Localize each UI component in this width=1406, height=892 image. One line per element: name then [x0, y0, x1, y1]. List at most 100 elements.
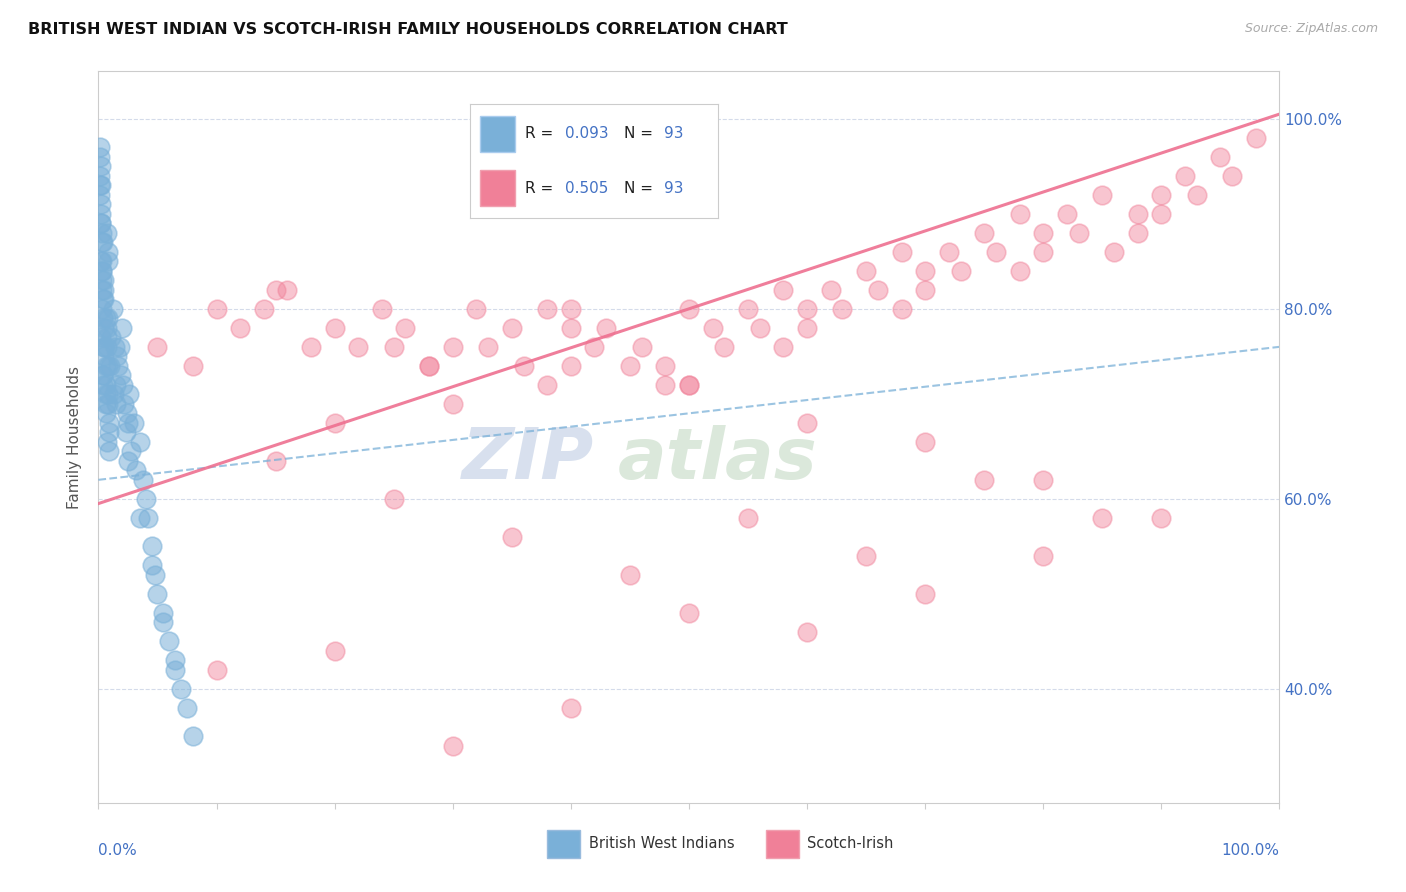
Point — [560, 301, 582, 316]
Point — [91, 311, 114, 326]
Point — [323, 416, 346, 430]
Point — [299, 340, 322, 354]
Point — [1091, 511, 1114, 525]
Point — [96, 340, 118, 354]
Point — [418, 359, 440, 373]
Text: British West Indians: British West Indians — [589, 837, 734, 851]
Point — [1008, 264, 1031, 278]
Point — [831, 301, 853, 316]
Point — [713, 340, 735, 354]
Point — [91, 301, 114, 316]
Point — [181, 359, 204, 373]
Point — [97, 311, 120, 326]
Point — [796, 321, 818, 335]
Point — [264, 454, 287, 468]
Point — [866, 283, 889, 297]
Point — [93, 283, 115, 297]
Point — [949, 264, 972, 278]
Point — [465, 301, 488, 316]
Point — [97, 359, 120, 373]
Point — [441, 739, 464, 753]
Point — [91, 226, 114, 240]
Point — [394, 321, 416, 335]
Point — [1150, 207, 1173, 221]
Point — [90, 216, 112, 230]
Point — [772, 283, 794, 297]
Point — [1174, 169, 1197, 183]
Point — [94, 397, 117, 411]
Point — [560, 321, 582, 335]
Point — [796, 416, 818, 430]
Point — [98, 425, 121, 440]
Point — [1126, 207, 1149, 221]
Point — [382, 491, 405, 506]
Point — [91, 293, 114, 307]
Point — [128, 511, 150, 525]
Point — [205, 663, 228, 677]
Point — [157, 634, 180, 648]
Point — [117, 454, 139, 468]
Point — [96, 321, 118, 335]
Point — [501, 530, 523, 544]
Point — [441, 397, 464, 411]
Point — [229, 321, 252, 335]
Point — [146, 587, 169, 601]
Point — [890, 244, 912, 259]
Point — [94, 387, 117, 401]
Point — [654, 377, 676, 392]
Point — [855, 264, 877, 278]
Point — [536, 301, 558, 316]
Point — [89, 140, 111, 154]
Point — [89, 178, 111, 193]
Point — [938, 244, 960, 259]
Point — [441, 340, 464, 354]
Point — [94, 359, 117, 373]
Point — [107, 359, 129, 373]
Point — [820, 283, 842, 297]
Point — [973, 473, 995, 487]
Point — [136, 511, 159, 525]
Point — [90, 178, 112, 193]
Bar — [547, 830, 581, 858]
Point — [890, 301, 912, 316]
Point — [91, 235, 114, 250]
Point — [748, 321, 770, 335]
Point — [93, 340, 115, 354]
Point — [176, 701, 198, 715]
Point — [152, 615, 174, 630]
Point — [170, 681, 193, 696]
Point — [678, 606, 700, 620]
Point — [418, 359, 440, 373]
Point — [984, 244, 1007, 259]
Point — [96, 434, 118, 449]
Point — [914, 264, 936, 278]
Point — [91, 377, 114, 392]
Point — [110, 368, 132, 383]
Point — [973, 226, 995, 240]
Point — [772, 340, 794, 354]
Point — [323, 644, 346, 658]
Point — [1209, 150, 1232, 164]
Point — [91, 235, 114, 250]
Point — [1185, 187, 1208, 202]
Point — [97, 387, 120, 401]
Point — [560, 359, 582, 373]
Point — [91, 368, 114, 383]
Point — [141, 558, 163, 573]
Point — [115, 406, 138, 420]
Point — [132, 473, 155, 487]
Point — [914, 587, 936, 601]
Point — [121, 444, 143, 458]
Point — [112, 397, 135, 411]
Point — [128, 434, 150, 449]
Point — [111, 321, 134, 335]
Point — [512, 359, 534, 373]
Point — [1032, 244, 1054, 259]
Point — [1008, 207, 1031, 221]
Point — [914, 283, 936, 297]
Point — [114, 425, 136, 440]
Text: atlas: atlas — [619, 425, 818, 493]
Point — [97, 254, 120, 268]
Point — [91, 264, 114, 278]
Point — [100, 330, 122, 344]
